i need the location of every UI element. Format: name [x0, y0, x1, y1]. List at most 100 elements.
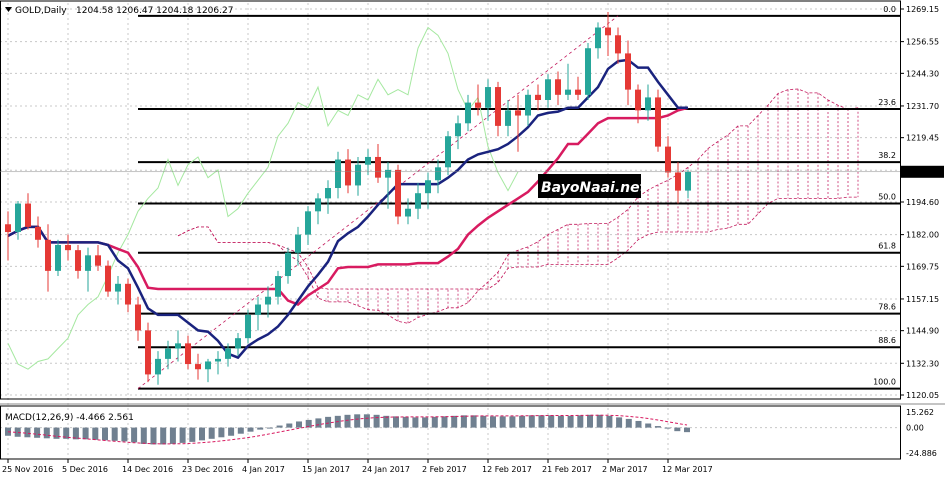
candle-body — [655, 97, 661, 147]
x-tick-label: 2 Feb 2017 — [422, 465, 467, 474]
macd-bar — [102, 427, 108, 441]
macd-bar — [412, 417, 419, 428]
x-tick-label: 12 Mar 2017 — [662, 465, 713, 474]
y-tick-label: 1120.05 — [906, 391, 939, 400]
macd-bar — [402, 416, 409, 428]
macd-bar — [441, 416, 448, 428]
candle-body — [455, 123, 461, 137]
macd-bar — [480, 415, 487, 428]
macd-bar — [208, 427, 215, 439]
fib-level-label: 50.0 — [878, 193, 896, 202]
candle-body — [25, 203, 31, 227]
current-price-tag — [900, 165, 944, 178]
candle-body — [635, 89, 641, 111]
candle-body — [665, 146, 671, 173]
candle-body — [95, 255, 101, 266]
watermark-text: BayoNaai.net — [541, 180, 648, 196]
candle-body — [485, 87, 491, 108]
candle-body — [685, 171, 691, 191]
macd-tick-label: 15.262 — [906, 408, 934, 417]
x-tick-label: 24 Jan 2017 — [362, 465, 410, 474]
macd-bar — [548, 415, 555, 428]
macd-bar — [625, 418, 632, 428]
candle-body — [545, 79, 551, 100]
caret-down-icon[interactable] — [5, 7, 12, 12]
x-tick-label: 14 Dec 2016 — [122, 465, 173, 474]
candle-body — [345, 159, 351, 186]
macd-bar — [519, 415, 526, 428]
x-tick-label: 12 Feb 2017 — [482, 465, 532, 474]
y-tick-label: 1219.45 — [906, 134, 939, 143]
macd-bar — [237, 427, 244, 434]
candle-body — [225, 348, 231, 359]
macd-bar — [72, 427, 79, 440]
ichimoku-lines — [7, 26, 689, 370]
candle-body — [35, 226, 41, 240]
macd-bar — [296, 421, 302, 428]
candle-body — [445, 136, 451, 168]
macd-bar — [169, 427, 176, 444]
candle-body — [405, 208, 411, 217]
macd-bar — [684, 427, 690, 433]
y-tick-label: 1169.75 — [906, 262, 939, 271]
macd-bar — [150, 427, 157, 445]
macd-tick-label: -24.886 — [906, 449, 937, 458]
x-tick-label: 4 Jan 2017 — [242, 465, 285, 474]
candle-body — [175, 343, 181, 349]
macd-frame — [0, 405, 901, 460]
candle-body — [505, 110, 511, 126]
macd-bar — [567, 415, 574, 428]
candle-body — [525, 94, 531, 116]
fib-level-label: 78.6 — [878, 303, 896, 312]
candle-body — [5, 224, 11, 233]
y-tick-label: 1157.15 — [906, 295, 939, 304]
macd-bar — [654, 426, 661, 428]
watermark: BayoNaai.net — [538, 174, 648, 198]
macd-bar — [393, 416, 399, 428]
candle-body — [675, 172, 681, 191]
y-tick-label: 1144.90 — [906, 327, 939, 336]
x-tick-label: 23 Dec 2016 — [182, 465, 233, 474]
candle-body — [165, 348, 171, 359]
candle-body — [465, 102, 471, 124]
x-tick-label: 21 Feb 2017 — [542, 465, 592, 474]
y-tick-label: 1244.30 — [906, 69, 939, 78]
candle-body — [355, 164, 361, 186]
candle-body — [215, 358, 221, 362]
macd-bar — [645, 423, 652, 428]
tenkan-sen — [7, 58, 688, 360]
candle-body — [285, 252, 291, 277]
y-tick-label: 1182.00 — [906, 231, 939, 240]
fib-level-label: 61.8 — [878, 242, 896, 251]
macd-bar — [92, 427, 99, 440]
macd-bar — [422, 417, 429, 428]
candle-body — [235, 338, 241, 349]
fib-level-label: 100.0 — [873, 378, 896, 387]
candle-body — [85, 255, 91, 271]
macd-bar — [82, 427, 89, 440]
fibonacci-retracement[interactable]: 0.0 23.6 38.2 50.0 61.8 78.6 88.6 100.0 — [137, 5, 900, 390]
candle-body — [115, 283, 121, 292]
candle-body — [45, 239, 51, 271]
symbol-label: GOLD,Daily — [15, 6, 67, 16]
macd-bar — [538, 415, 545, 428]
candle-body — [275, 276, 281, 297]
macd-bar — [606, 415, 613, 428]
candle-body — [535, 94, 541, 100]
x-tick-label: 15 Jan 2017 — [302, 465, 350, 474]
candle-body — [255, 304, 261, 315]
candle-body — [65, 244, 71, 251]
candle-body — [515, 110, 521, 116]
macd-bar — [373, 414, 380, 428]
macd-bar — [490, 416, 496, 428]
candle-body — [315, 198, 321, 212]
candle-body — [135, 304, 141, 331]
macd-bar — [470, 415, 477, 428]
y-tick-label: 1194.60 — [906, 198, 939, 207]
macd-bar — [24, 427, 31, 438]
macd-bar — [460, 415, 467, 428]
y-tick-label: 1269.15 — [906, 5, 939, 14]
